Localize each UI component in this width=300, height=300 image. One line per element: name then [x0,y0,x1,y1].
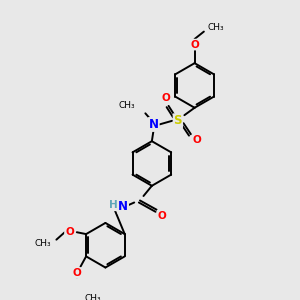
Text: N: N [149,118,159,131]
Text: N: N [118,200,128,213]
Text: O: O [72,268,81,278]
Text: S: S [174,114,182,127]
Text: CH₃: CH₃ [208,23,224,32]
Text: O: O [161,94,170,103]
Text: O: O [192,135,201,145]
Text: O: O [190,40,199,50]
Text: H: H [110,200,118,210]
Text: CH₃: CH₃ [34,239,51,248]
Text: O: O [65,227,74,237]
Text: CH₃: CH₃ [84,293,101,300]
Text: O: O [158,211,167,220]
Text: CH₃: CH₃ [118,101,135,110]
